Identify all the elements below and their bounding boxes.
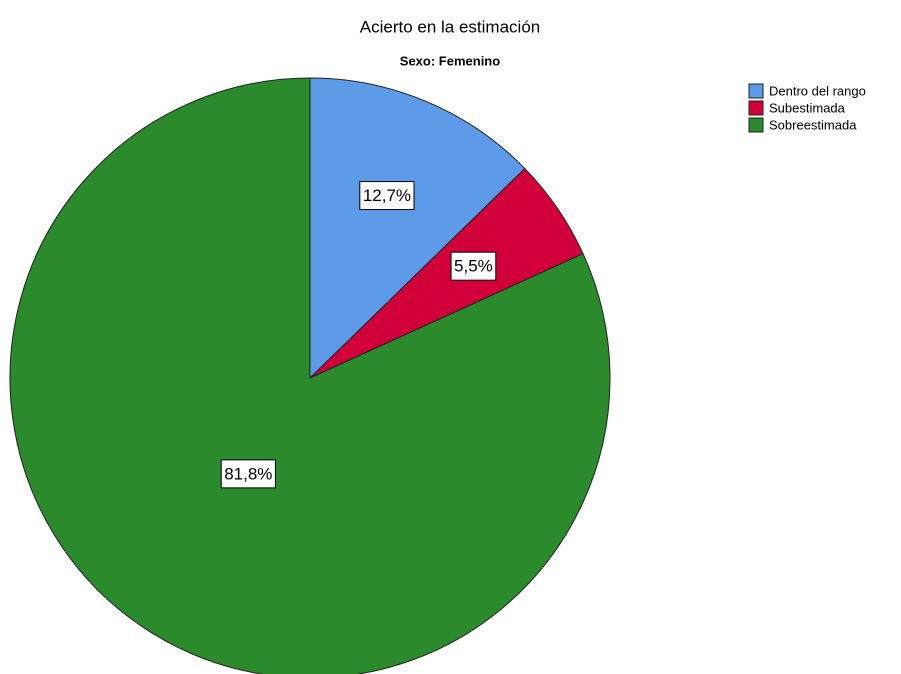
legend-label: Sobreestimada: [769, 117, 857, 132]
chart-subtitle: Sexo: Femenino: [400, 53, 500, 68]
legend-swatch: [748, 100, 764, 116]
data-label-box: [450, 251, 497, 281]
data-label: 12,7%: [363, 186, 411, 205]
data-label: 81,8%: [224, 464, 272, 483]
data-label: 5,5%: [454, 257, 493, 276]
data-label-box: [359, 181, 415, 211]
data-label-box: [220, 459, 276, 489]
legend-label: Dentro del rango: [769, 83, 866, 98]
pie-slice: [309, 77, 526, 380]
legend-swatch: [748, 83, 764, 99]
chart-title: Acierto en la estimación: [360, 17, 540, 36]
pie-slice: [9, 77, 611, 674]
legend-swatch: [748, 117, 764, 133]
legend-label: Subestimada: [769, 100, 846, 115]
